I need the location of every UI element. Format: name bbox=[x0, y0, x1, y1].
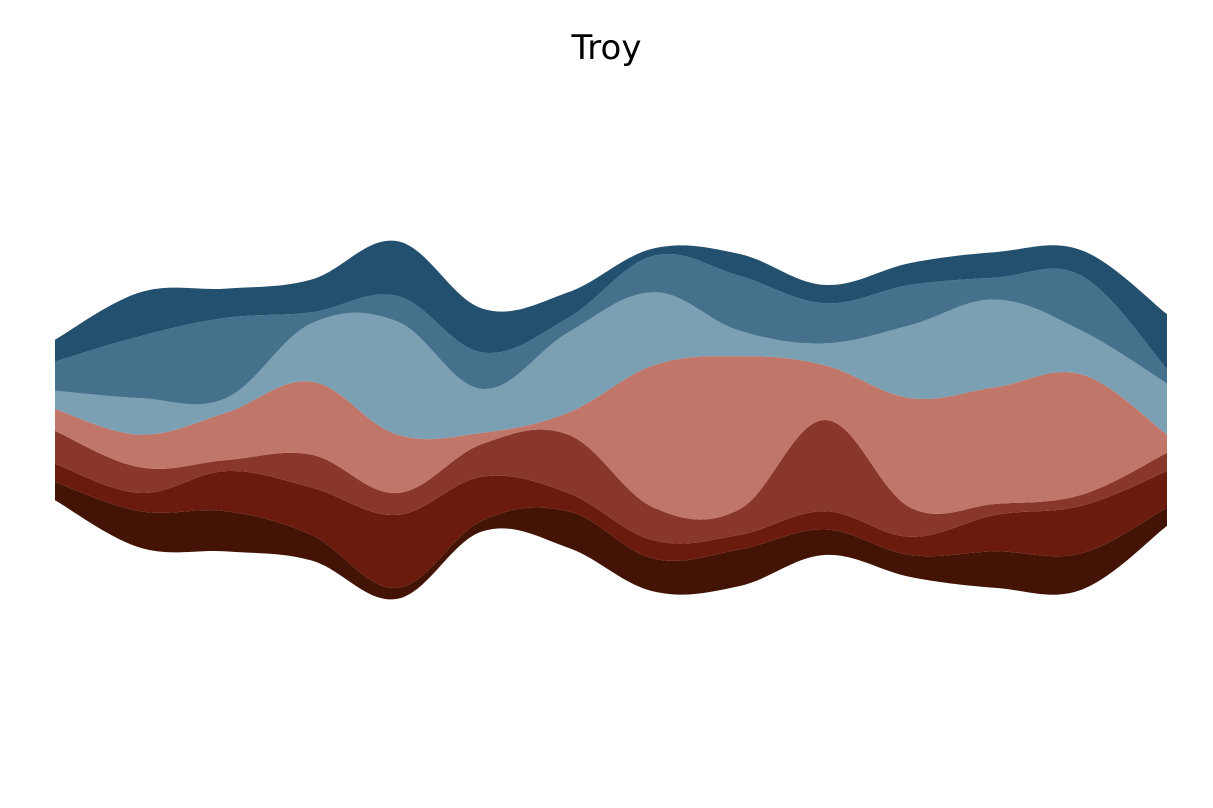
stream-layer-2 bbox=[55, 463, 1167, 589]
stream-layer-1 bbox=[55, 482, 1167, 600]
stream-layers bbox=[55, 240, 1167, 600]
stream-layer-7 bbox=[55, 240, 1167, 369]
stream-layer-6 bbox=[55, 254, 1167, 405]
stream-layer-5 bbox=[55, 292, 1167, 440]
stream-layer-3 bbox=[55, 419, 1167, 544]
chart-title: Troy bbox=[571, 28, 642, 68]
stream-layer-4 bbox=[55, 356, 1167, 520]
